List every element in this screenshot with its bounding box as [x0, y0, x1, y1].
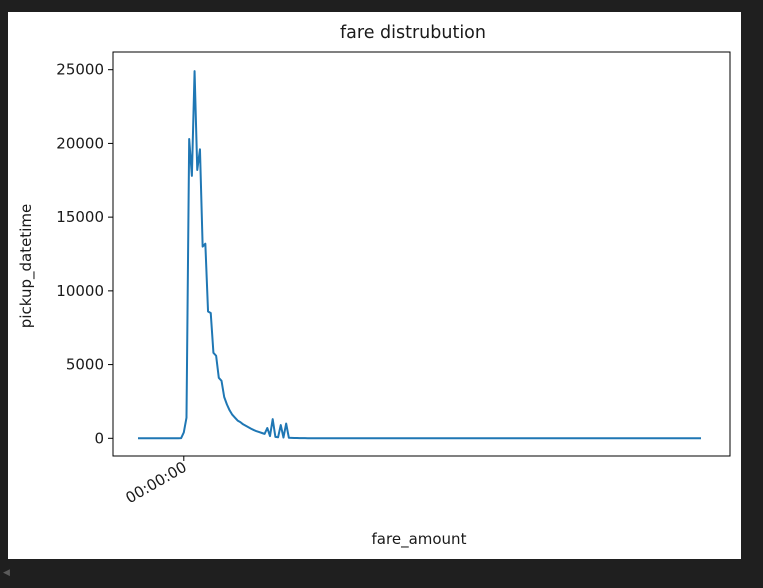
- x-axis-label: fare_amount: [372, 530, 467, 549]
- line-chart: fare distrubution 0 5000 10000 15000 20000 25…: [17, 23, 731, 549]
- y-axis: 0 5000 10000 15000 20000 25000: [56, 61, 113, 447]
- figure-canvas: fare distrubution 0 5000 10000 15000 20000 25…: [8, 12, 741, 559]
- y-tick-label: 25000: [56, 61, 104, 79]
- y-tick-label: 5000: [66, 356, 104, 374]
- y-tick-label: 0: [94, 429, 104, 447]
- horizontal-scrollbar[interactable]: [0, 566, 763, 588]
- scroll-left-icon[interactable]: ◀: [3, 568, 10, 578]
- y-axis-label: pickup_datetime: [17, 204, 36, 328]
- plot-area-frame: [112, 51, 731, 457]
- x-axis: 00:00:00: [122, 456, 190, 507]
- series-line: [138, 70, 701, 440]
- y-tick-label: 15000: [56, 208, 104, 226]
- chart-title: fare distrubution: [340, 23, 486, 43]
- x-tick-label: 00:00:00: [122, 458, 189, 507]
- y-tick-label: 20000: [56, 134, 104, 152]
- y-tick-label: 10000: [56, 282, 104, 300]
